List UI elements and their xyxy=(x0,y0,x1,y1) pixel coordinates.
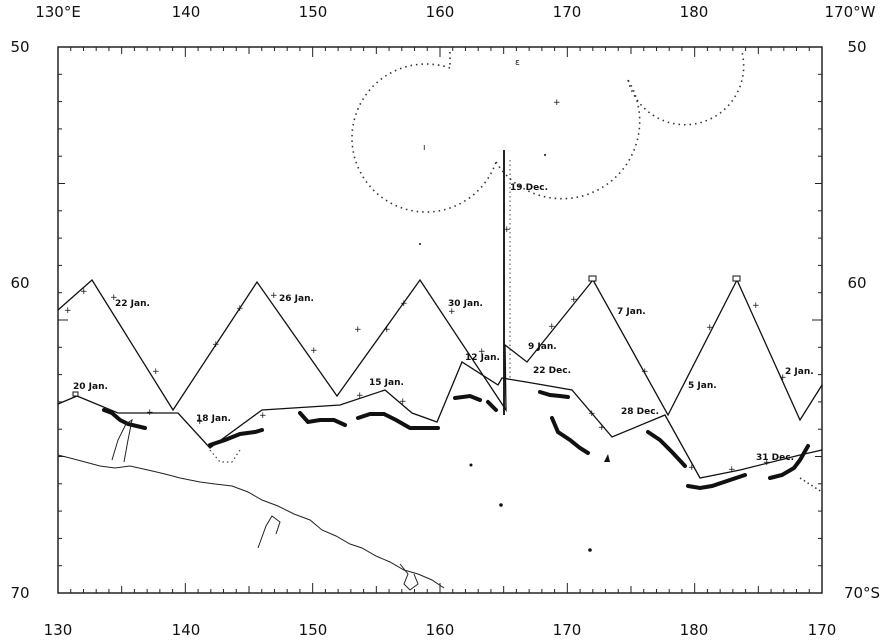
zigzag-track-upper xyxy=(57,278,823,422)
svg-text:+: + xyxy=(548,322,556,332)
dotted-circle-middle xyxy=(495,79,641,200)
scattered-features xyxy=(419,154,592,552)
svg-text:+: + xyxy=(503,225,511,235)
date-label-7-jan: 7 Jan. xyxy=(617,307,646,317)
svg-text:+: + xyxy=(146,408,154,418)
svg-text:+: + xyxy=(399,397,407,407)
bottom-label-150: 150 xyxy=(299,621,328,639)
svg-text:+: + xyxy=(448,307,456,317)
svg-text:+: + xyxy=(383,325,391,335)
svg-text:+: + xyxy=(270,291,278,301)
track-markers: +++ +++ +++ +++ +++ +++ +++ +++ +++ +++ … xyxy=(64,58,787,475)
top-label-140: 140 xyxy=(172,3,201,21)
svg-text:+: + xyxy=(779,373,787,383)
top-label-160: 160 xyxy=(426,3,455,21)
svg-text:+: + xyxy=(64,306,72,316)
svg-text:+: + xyxy=(80,287,88,297)
bottom-label-170w: 170 xyxy=(808,621,837,639)
svg-text:+: + xyxy=(688,463,696,473)
date-label-26-jan: 26 Jan. xyxy=(279,294,314,304)
top-label-150: 150 xyxy=(299,3,328,21)
dotted-extension xyxy=(799,477,823,493)
date-label-12-jan: 12 Jan. xyxy=(465,353,500,363)
svg-text:+: + xyxy=(588,409,596,419)
svg-text:+: + xyxy=(400,299,408,309)
bottom-label-160: 160 xyxy=(426,621,455,639)
date-label-19-dec: 19 Dec. xyxy=(510,183,548,193)
map-frame xyxy=(57,46,823,594)
svg-text:+: + xyxy=(598,423,606,433)
coastline-glacier-tongues xyxy=(257,515,281,549)
date-label-18-jan: 18 Jan. xyxy=(196,414,231,424)
date-label-22-dec: 22 Dec. xyxy=(533,366,571,376)
date-label-2-jan: 2 Jan. xyxy=(785,367,814,377)
date-label-20-jan: 20 Jan. xyxy=(73,382,108,392)
svg-text:+: + xyxy=(259,411,267,421)
left-label-50: 50 xyxy=(10,38,29,56)
left-label-70: 70 xyxy=(10,584,29,602)
coastal-dotted-ice xyxy=(209,449,241,463)
top-label-130e: 130°E xyxy=(35,3,81,21)
date-label-31-dec: 31 Dec. xyxy=(756,453,794,463)
coastline-islands xyxy=(399,563,419,591)
svg-text:ɛ: ɛ xyxy=(515,58,520,68)
ice-edge-observations xyxy=(102,390,810,491)
date-label-9-jan: 9 Jan. xyxy=(528,342,557,352)
top-label-170w: 170°W xyxy=(825,3,876,21)
dotted-circle-right xyxy=(627,51,745,126)
right-label-60: 60 xyxy=(847,274,866,292)
date-label-22-jan: 22 Jan. xyxy=(115,299,150,309)
dotted-circle-left xyxy=(351,63,497,213)
svg-text:+: + xyxy=(752,301,760,311)
svg-text:ı: ı xyxy=(423,143,426,153)
svg-text:+: + xyxy=(354,325,362,335)
date-label-28-dec: 28 Dec. xyxy=(621,407,659,417)
lower-ship-track xyxy=(57,361,823,479)
coastline xyxy=(57,454,445,589)
date-label-15-jan: 15 Jan. xyxy=(369,378,404,388)
svg-text:+: + xyxy=(706,323,714,333)
top-label-170: 170 xyxy=(553,3,582,21)
track-end-triangle xyxy=(604,454,610,462)
svg-text:+: + xyxy=(356,391,364,401)
bottom-label-170: 170 xyxy=(553,621,582,639)
svg-text:+: + xyxy=(641,367,649,377)
svg-text:+: + xyxy=(553,98,561,108)
svg-text:+: + xyxy=(478,347,486,357)
svg-text:+: + xyxy=(152,367,160,377)
svg-text:+: + xyxy=(212,340,220,350)
svg-text:+: + xyxy=(236,304,244,314)
dotted-survey-circles xyxy=(351,51,745,213)
top-label-180: 180 xyxy=(680,3,709,21)
bottom-label-140: 140 xyxy=(172,621,201,639)
graticule-ticks xyxy=(57,46,823,594)
svg-text:+: + xyxy=(110,293,118,303)
left-label-60: 60 xyxy=(10,274,29,292)
right-label-70s: 70°S xyxy=(844,584,880,602)
svg-text:+: + xyxy=(196,417,204,427)
bottom-label-180: 180 xyxy=(680,621,709,639)
svg-text:+: + xyxy=(570,295,578,305)
right-label-50: 50 xyxy=(847,38,866,56)
svg-text:+: + xyxy=(310,346,318,356)
bottom-label-130: 130 xyxy=(44,621,73,639)
svg-text:+: + xyxy=(728,465,736,475)
date-label-30-jan: 30 Jan. xyxy=(448,299,483,309)
coastline-inner xyxy=(111,418,133,463)
date-label-5-jan: 5 Jan. xyxy=(688,381,717,391)
svg-text:+: + xyxy=(763,458,771,468)
track-waypoint-squares xyxy=(72,275,741,397)
